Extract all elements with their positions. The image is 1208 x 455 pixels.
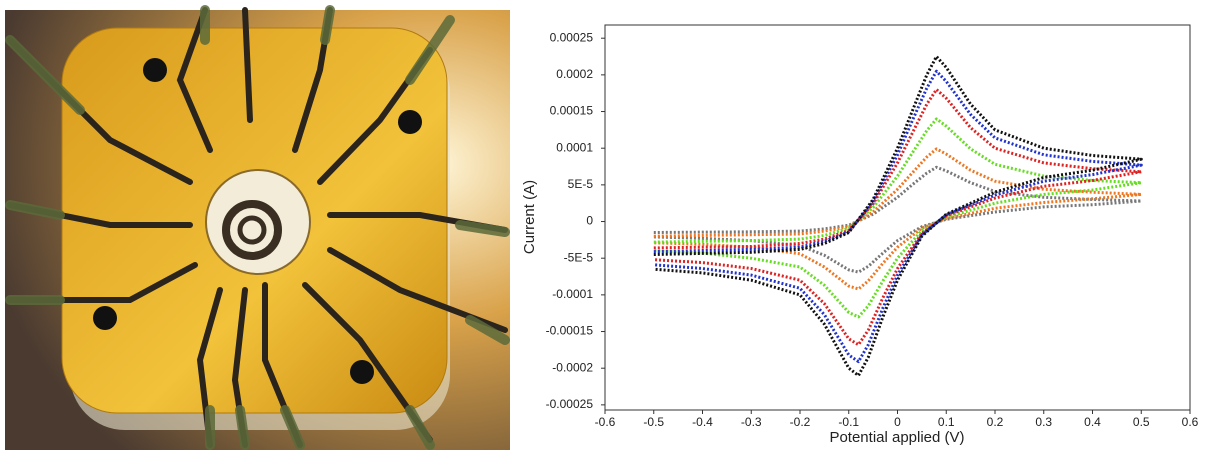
y-tick-label: -5E-5 — [564, 250, 594, 264]
x-tick-label: 0.3 — [1035, 415, 1052, 429]
x-tick-label: -0.6 — [595, 415, 616, 429]
x-tick-label: 0.1 — [938, 415, 955, 429]
photo — [5, 5, 510, 450]
cv-curve — [653, 88, 1143, 347]
y-tick-label: -0.0001 — [552, 287, 593, 301]
y-tick-label: -0.0002 — [552, 360, 593, 374]
y-tick-label: 5E-5 — [568, 177, 594, 191]
x-tick-label: -0.1 — [838, 415, 859, 429]
x-axis-label: Potential applied (V) — [829, 429, 964, 446]
x-tick-label: 0.5 — [1133, 415, 1150, 429]
y-tick-label: 0.0002 — [556, 67, 593, 81]
y-tick-label: 0 — [586, 214, 593, 228]
y-tick-label: -0.00025 — [546, 397, 594, 411]
cv-curve — [653, 55, 1143, 377]
cv-curve — [653, 165, 1143, 274]
cv-curve — [653, 147, 1143, 291]
x-tick-label: 0.4 — [1084, 415, 1101, 429]
x-tick-label: 0.2 — [987, 415, 1004, 429]
cv-curve — [653, 117, 1143, 319]
y-tick-label: 0.00015 — [550, 104, 594, 118]
x-tick-label: -0.2 — [790, 415, 811, 429]
x-tick-label: -0.4 — [692, 415, 713, 429]
y-tick-label: 0.0001 — [556, 140, 593, 154]
x-tick-label: -0.3 — [741, 415, 762, 429]
x-tick-label: 0 — [894, 415, 901, 429]
x-tick-label: 0.6 — [1182, 415, 1199, 429]
y-axis-label: Current (A) — [521, 180, 538, 254]
plot-frame — [604, 24, 1191, 411]
y-tick-label: 0.00025 — [550, 30, 594, 44]
y-tick-label: -0.00015 — [546, 324, 594, 338]
x-tick-label: -0.5 — [643, 415, 664, 429]
